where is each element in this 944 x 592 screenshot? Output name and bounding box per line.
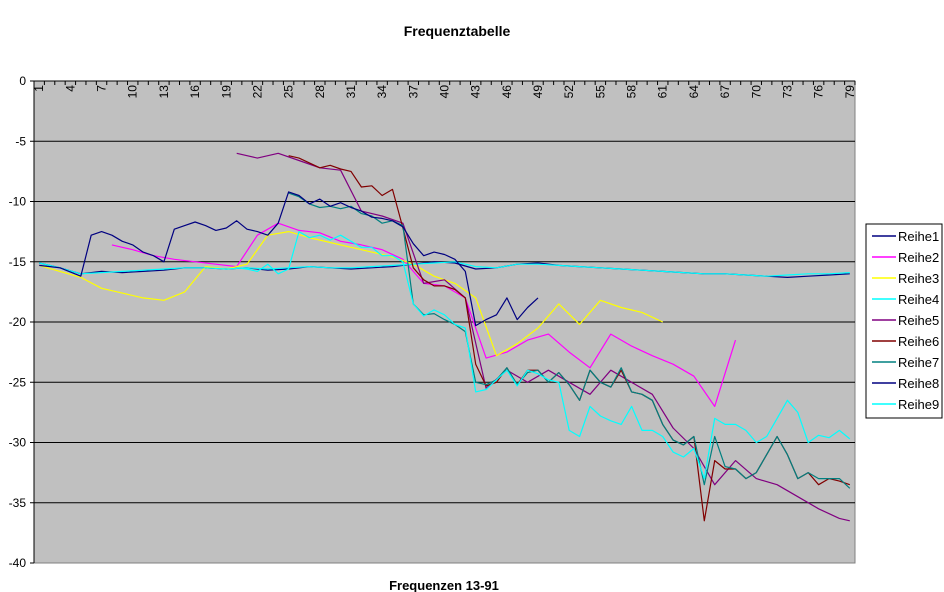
series-line-reihe9 <box>236 231 851 480</box>
x-tick-label: 46 <box>500 85 514 99</box>
chart-title: Frequenztabelle <box>404 23 511 39</box>
x-tick-label: 19 <box>219 85 233 99</box>
legend-label: Reihe4 <box>898 292 939 307</box>
legend-label: Reihe2 <box>898 250 939 265</box>
x-tick-label: 70 <box>749 85 763 99</box>
x-axis-label: Frequenzen 13-91 <box>389 578 499 592</box>
x-tick-label: 31 <box>344 85 358 99</box>
legend-label: Reihe6 <box>898 334 939 349</box>
series-lines <box>39 152 851 522</box>
legend: Reihe1 Reihe2 Reihe3 Reihe4 Reihe5 Reihe6 Reih… <box>865 223 943 419</box>
x-tick-label: 55 <box>593 85 607 99</box>
y-axis-ticks: 0 -5 -10 -15 -20 -25 -30 -35 -40 <box>9 74 35 570</box>
y-tick-label: -15 <box>9 255 27 269</box>
series-line-reihe7 <box>288 192 851 489</box>
x-tick-label: 61 <box>656 85 670 99</box>
x-axis-ticks: 1 4 7 10 13 16 19 22 25 28 31 34 37 40 43 46 49 52 55 58 61 6… <box>32 80 857 99</box>
y-tick-label: -10 <box>9 195 27 209</box>
gridlines <box>34 140 855 504</box>
x-tick-label: 79 <box>843 85 857 99</box>
y-tick-label: -25 <box>9 375 27 389</box>
series-line-reihe3 <box>39 231 663 357</box>
x-tick-label: 10 <box>126 85 140 99</box>
legend-label: Reihe7 <box>898 355 939 370</box>
x-tick-label: 28 <box>313 85 327 99</box>
legend-label: Reihe8 <box>898 376 939 391</box>
y-tick-label: -30 <box>9 436 27 450</box>
x-tick-label: 25 <box>282 85 296 99</box>
x-tick-label: 67 <box>718 85 732 99</box>
x-tick-label: 58 <box>625 85 639 99</box>
legend-label: Reihe1 <box>898 229 939 244</box>
y-tick-label: -40 <box>9 556 27 570</box>
x-tick-label: 76 <box>812 85 826 99</box>
legend-label: Reihe9 <box>898 397 939 412</box>
x-tick-label: 7 <box>95 85 109 92</box>
y-tick-label: 0 <box>19 74 26 88</box>
x-tick-label: 1 <box>32 85 46 92</box>
x-tick-label: 43 <box>469 85 483 99</box>
legend-label: Reihe3 <box>898 271 939 286</box>
x-tick-label: 49 <box>531 85 545 99</box>
y-tick-label: -35 <box>9 496 27 510</box>
series-line-reihe4 <box>39 261 850 277</box>
x-tick-label: 22 <box>250 85 264 99</box>
y-tick-label: -20 <box>9 315 27 329</box>
series-line-reihe8 <box>39 191 539 327</box>
x-tick-label: 52 <box>562 85 576 99</box>
x-tick-label: 34 <box>375 85 389 99</box>
x-tick-label: 4 <box>63 85 77 92</box>
y-tick-label: -5 <box>15 134 26 148</box>
x-tick-label: 73 <box>780 85 794 99</box>
x-tick-label: 40 <box>438 85 452 99</box>
x-tick-label: 16 <box>188 85 202 99</box>
x-tick-label: 37 <box>406 85 420 99</box>
x-tick-label: 13 <box>157 85 171 99</box>
x-tick-label: 64 <box>687 85 701 99</box>
legend-label: Reihe5 <box>898 313 939 328</box>
series-line-reihe5 <box>236 152 850 522</box>
